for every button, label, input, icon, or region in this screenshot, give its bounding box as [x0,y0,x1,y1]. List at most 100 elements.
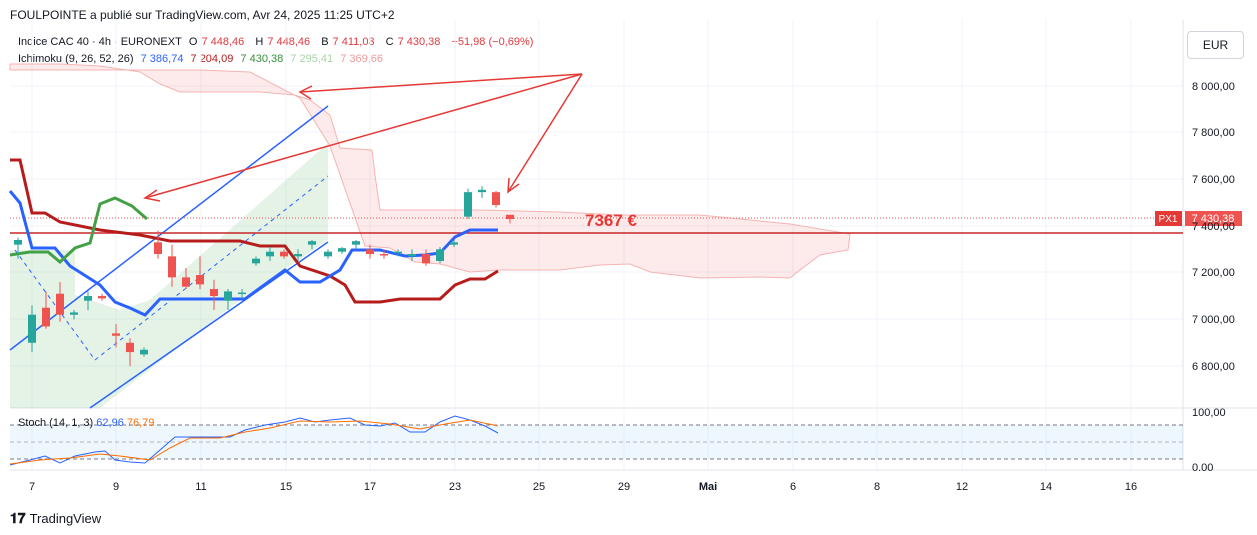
ichimoku-span-a: 7 295,41 [290,53,334,65]
price-axis[interactable]: 8 000,00 7 800,00 7 600,00 7 400,00 7 20… [1192,81,1235,474]
candle-body [182,277,190,287]
ichimoku-legend: Ichimoku (9, 26, 52, 26) 7 386,74 7 204,… [18,53,387,65]
candle-body [42,307,50,327]
y-tick: 7 800,00 [1192,127,1235,139]
brand-name: TradingView [29,511,102,526]
open-label: O [188,36,198,48]
candle-body [196,275,204,285]
x-tick: 11 [195,481,206,493]
candle-body [436,249,444,262]
candle-body [506,214,514,219]
x-tick: 6 [790,481,796,493]
green-zone [10,143,328,408]
candle-body [352,241,360,245]
footer-brand[interactable]: 𝟏𝟕 TradingView [10,510,101,527]
ichimoku-lagging: 7 430,38 [240,53,284,65]
change-value: −51,98 (−0,69%) [451,36,534,48]
x-tick-month: Mai [699,481,717,493]
candle-body [28,314,36,343]
lagging-line [9,196,148,264]
y-tick: 7 600,00 [1192,174,1235,186]
low-value: 7 411,03 [332,36,375,48]
candle-body [366,249,374,255]
ichimoku-conversion: 7 386,74 [140,53,184,65]
grid [10,20,1183,470]
stoch-y-tick: 100,00 [1192,407,1226,419]
candle-body [338,248,346,252]
y-tick: 7 000,00 [1192,314,1235,326]
x-tick: 29 [618,481,630,493]
candle-body [408,254,416,257]
candle-body [280,251,288,257]
x-tick: 14 [1040,481,1052,493]
annotation-arrows [143,73,583,202]
y-tick: 6 800,00 [1192,361,1235,373]
x-tick: 23 [449,481,461,493]
high-value: 7 448,46 [267,36,311,48]
candle-body [154,242,162,255]
candle-body [324,251,332,257]
close-label: C [385,36,394,48]
time-axis[interactable]: 7 9 11 15 17 23 25 29 Mai 6 8 12 14 16 [29,481,1137,493]
candle-body [252,258,260,264]
y-tick: 8 000,00 [1192,81,1235,93]
open-value: 7 448,46 [201,36,245,48]
candle-body [14,240,22,245]
x-tick: 9 [113,481,119,493]
candle-body [294,254,302,257]
tradingview-logo-icon: 𝟏𝟕 [10,510,26,526]
candle-body [98,296,106,299]
x-tick: 25 [533,481,545,493]
x-tick: 8 [874,481,880,493]
x-tick: 15 [280,481,292,493]
candle-body [308,241,316,245]
candle-body [112,333,120,336]
base-line [10,158,499,304]
x-tick: 7 [29,481,35,493]
candle-body [450,242,458,245]
instrument-label[interactable]: Indice CAC 40 · 4h · EURONEXT [18,36,182,48]
rising-channel [9,105,329,409]
price-tag-label: PX1 [1159,214,1178,225]
stoch-legend: Stoch (14, 1, 3) 62,96 76,79 [18,417,154,429]
candle-body [394,251,402,254]
ichimoku-span-b: 7 369,66 [340,53,384,65]
y-tick: 7 200,00 [1192,267,1235,279]
candle-body [126,342,134,353]
close-value: 7 430,38 [397,36,441,48]
x-tick: 12 [956,481,968,493]
conversion-line [8,190,498,317]
candle-body [84,296,92,301]
candle-body [168,256,176,278]
candle-body [266,251,274,257]
y-tick: 7 400,00 [1192,221,1235,233]
candle-body [210,289,218,297]
low-label: B [321,36,329,48]
candle-body [224,291,232,301]
candle-body [478,189,486,193]
kumo-cloud-red [9,63,851,279]
stoch-label[interactable]: Stoch (14, 1, 3) [18,417,94,429]
ichimoku-label[interactable]: Ichimoku (9, 26, 52, 26) [18,53,134,65]
candle-body [140,349,148,355]
candlestick-series [14,186,514,367]
stoch-d-value: 76,79 [126,417,155,429]
stoch-k-value: 62,96 [96,417,124,429]
candle-body [422,254,430,264]
candle-body [238,292,246,295]
ichimoku-base: 7 204,09 [190,53,234,65]
candle-body [56,293,64,315]
publish-header: FOULPOINTE a publié sur TradingView.com,… [10,8,395,22]
currency-button[interactable]: EUR [1187,31,1244,59]
stoch-pane [9,415,1183,466]
annotation-price-label: 7367 € [585,211,638,230]
price-tag-value: 7 430,38 [1192,213,1235,225]
high-label: H [255,36,264,48]
candle-body [380,254,388,256]
price-tag: PX1 7 430,38 [1155,211,1242,226]
candle-body [464,192,472,217]
candle-body [492,192,500,205]
x-tick: 16 [1125,481,1137,493]
